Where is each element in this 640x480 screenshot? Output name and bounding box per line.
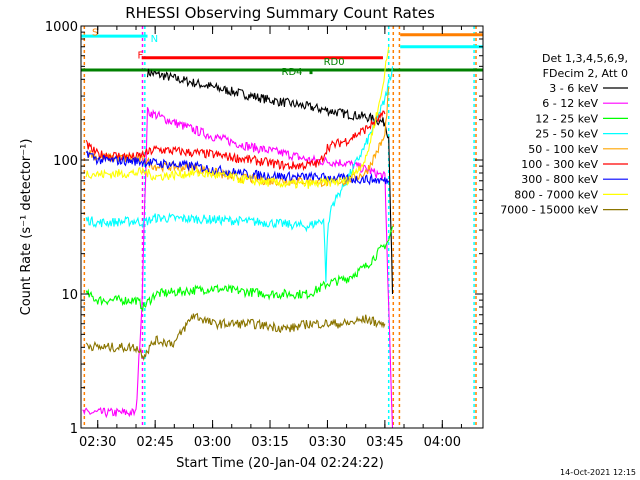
x-tick-label-6: 04:00 [424, 435, 461, 450]
legend: Det 1,3,4,5,6,9, FDecim 2, Att 0 3 - 6 k… [500, 52, 628, 217]
series-line-1 [82, 107, 394, 429]
series-line-0 [146, 68, 394, 295]
legend-header-line-1: Det 1,3,4,5,6,9, [542, 52, 628, 65]
rd4-marker [309, 71, 313, 75]
series-line-5 [85, 110, 386, 172]
legend-label-5: 100 - 300 keV [521, 158, 598, 171]
legend-label-7: 800 - 7000 keV [514, 188, 598, 201]
x-tick-label-2: 03:00 [194, 435, 231, 450]
x-axis-label: Start Time (20-Jan-04 02:24:22) [176, 456, 384, 471]
annotation-3: RD4 [282, 67, 303, 78]
y-tick-label-0: 1 [70, 422, 78, 437]
legend-label-0: 3 - 6 keV [549, 82, 598, 95]
legend-label-3: 25 - 50 keV [535, 128, 598, 141]
series-line-7 [85, 46, 390, 189]
legend-label-6: 300 - 800 keV [521, 173, 598, 186]
legend-label-2: 12 - 25 keV [535, 112, 598, 125]
x-tick-label-4: 03:30 [309, 435, 346, 450]
series-line-2 [85, 226, 394, 313]
legend-label-4: 50 - 100 keV [528, 143, 598, 156]
chart-title: RHESSI Observing Summary Count Rates [125, 4, 435, 22]
x-tick-label-3: 03:15 [251, 435, 288, 450]
series-line-6 [85, 150, 390, 186]
y-tick-label-3: 1000 [45, 20, 78, 35]
series-line-3 [85, 66, 394, 283]
y-axis-ticks: 1 10 100 1000 [45, 20, 483, 437]
x-tick-label-1: 02:45 [136, 435, 173, 450]
x-axis-ticks: 02:30 02:45 03:00 03:15 03:30 03:45 04:00 [79, 26, 462, 450]
plot-frame [80, 25, 484, 429]
x-tick-label-0: 02:30 [79, 435, 116, 450]
annotation-0: S [92, 27, 98, 38]
footer-date: 14-Oct-2021 12:15 [560, 468, 636, 477]
series-line-8 [85, 312, 386, 362]
y-tick-label-2: 100 [53, 154, 78, 169]
legend-label-8: 7000 - 15000 keV [500, 204, 598, 217]
annotation-2: F [138, 51, 144, 62]
legend-header-line-2: FDecim 2, Att 0 [543, 67, 628, 80]
annotation-1: N [151, 34, 158, 45]
y-axis-label: Count Rate (s⁻¹ detector⁻¹) [19, 139, 34, 316]
y-tick-label-1: 10 [61, 288, 78, 303]
annotation-4: RD0 [324, 57, 345, 68]
legend-label-1: 6 - 12 keV [542, 97, 598, 110]
plot-layer: S NF RD4 RD0 [81, 26, 483, 429]
x-tick-label-5: 03:45 [366, 435, 403, 450]
